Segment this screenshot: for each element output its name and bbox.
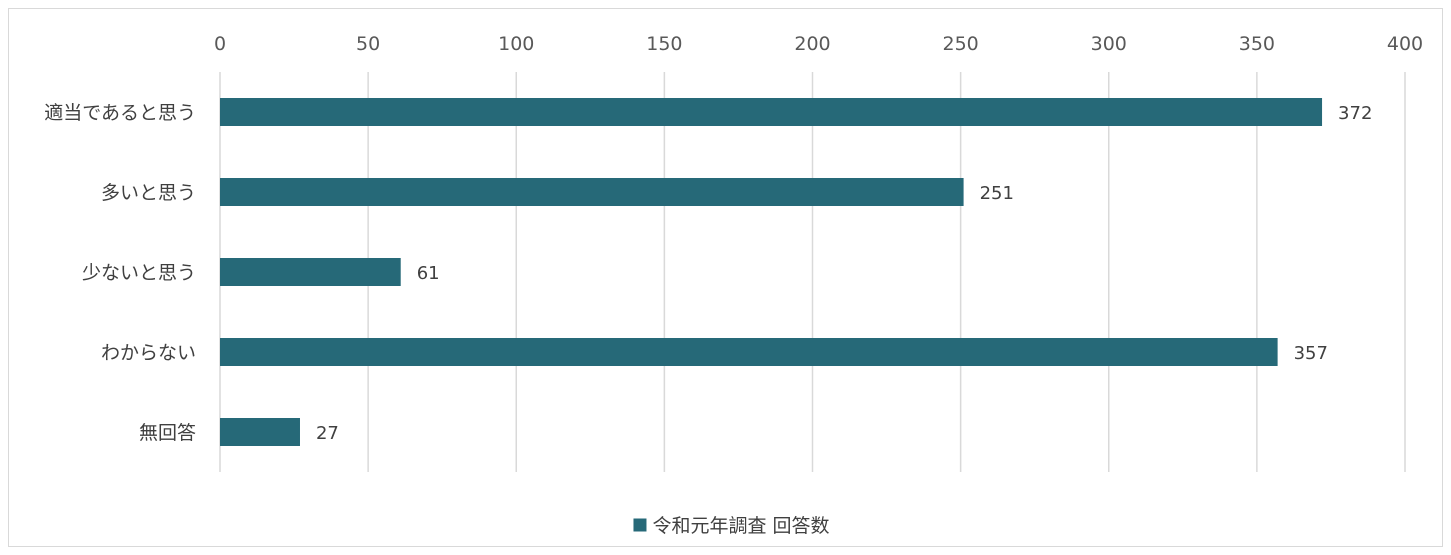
x-tick-label: 50 — [356, 33, 380, 55]
data-label: 27 — [316, 423, 339, 444]
category-label: 少ないと思う — [82, 262, 196, 284]
category-label: 多いと思う — [101, 182, 196, 204]
bar — [220, 338, 1278, 366]
bar — [220, 178, 964, 206]
x-tick-label: 250 — [942, 33, 978, 55]
legend-label: 令和元年調査 回答数 — [652, 515, 829, 537]
legend-swatch — [633, 518, 647, 532]
category-label: 適当であると思う — [44, 102, 196, 124]
data-label: 357 — [1294, 343, 1328, 364]
x-tick-label: 0 — [214, 33, 226, 55]
data-label: 372 — [1338, 103, 1372, 124]
x-tick-label: 350 — [1239, 33, 1275, 55]
x-tick-label: 150 — [646, 33, 682, 55]
bar — [220, 98, 1323, 126]
category-label: わからない — [101, 342, 196, 364]
data-label: 251 — [980, 183, 1014, 204]
x-tick-label: 400 — [1387, 33, 1423, 55]
x-tick-label: 300 — [1091, 33, 1127, 55]
category-label: 無回答 — [139, 422, 196, 444]
x-tick-label: 200 — [794, 33, 830, 55]
data-label: 61 — [417, 263, 440, 284]
bar — [220, 418, 300, 446]
x-tick-label: 100 — [498, 33, 534, 55]
bar — [220, 258, 401, 286]
